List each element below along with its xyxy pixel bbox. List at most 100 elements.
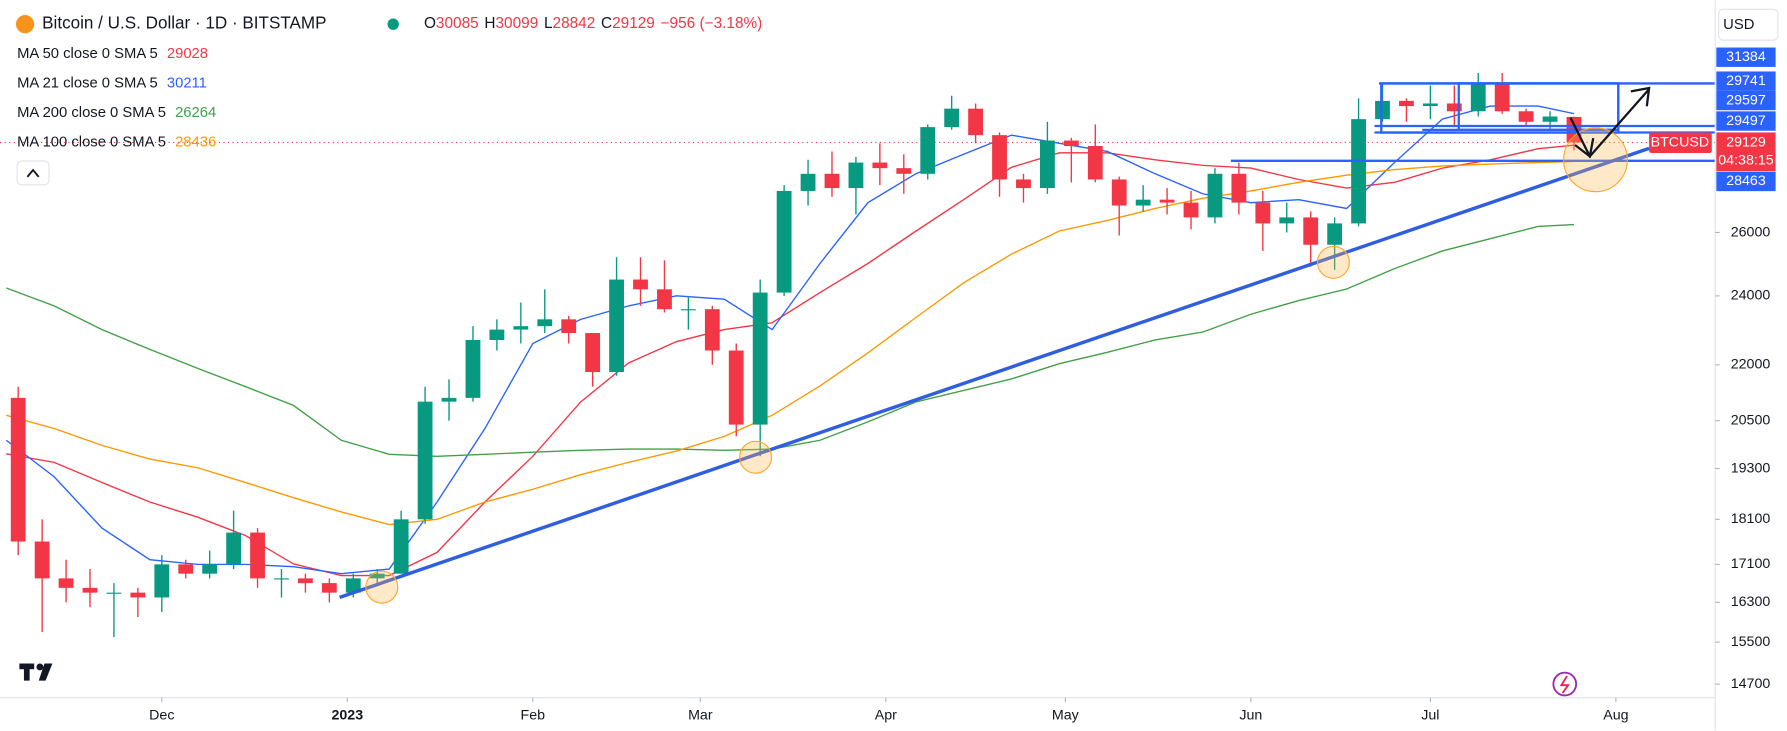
candle-body	[1016, 179, 1031, 189]
highlight-circle	[1563, 127, 1629, 193]
y-tick-label: 16300	[1731, 594, 1771, 610]
market-status	[387, 18, 399, 30]
candle-body	[1375, 100, 1390, 120]
candle-body	[704, 309, 720, 351]
candle-body	[1422, 103, 1438, 107]
candle-body	[465, 339, 481, 398]
candle-body	[680, 309, 696, 311]
candle-body	[298, 578, 313, 584]
currency-button[interactable]	[1718, 8, 1779, 41]
candle-body	[1231, 173, 1247, 203]
candle-body	[369, 573, 385, 579]
candle-body	[1351, 119, 1366, 224]
candle-body	[1111, 179, 1127, 206]
candle-body	[58, 578, 74, 588]
candle-body	[202, 564, 218, 574]
candle-body	[393, 519, 409, 574]
candle-body	[1518, 111, 1534, 122]
candle-body	[513, 326, 529, 330]
legend-name: MA 200 close 0 SMA 5	[17, 105, 166, 121]
arrow-head	[1574, 137, 1595, 159]
candle-body	[1255, 202, 1271, 224]
candle-body	[800, 173, 816, 191]
legend-value: 29028	[167, 46, 208, 62]
candle-body	[1159, 199, 1175, 203]
current-price-bg	[1716, 132, 1776, 172]
x-tick-label: May	[1052, 708, 1080, 724]
collapse-button[interactable]	[16, 160, 50, 186]
ma-line	[5, 105, 1575, 575]
candle-body	[1039, 140, 1055, 189]
candle-body	[992, 135, 1007, 180]
lightning-bolt[interactable]	[1559, 675, 1570, 694]
current-price-label: 29129	[1726, 134, 1766, 150]
collapse-icon[interactable]	[26, 168, 40, 178]
candle-body	[944, 108, 960, 128]
ohlc-value: 29129	[612, 15, 655, 32]
ohlc-prefix: H	[484, 15, 495, 32]
candle-body	[10, 397, 26, 542]
candle-body	[537, 319, 553, 327]
candle-body	[752, 292, 768, 425]
price-label: 28463	[1726, 173, 1766, 189]
x-tick-label: Jun	[1239, 708, 1262, 724]
candle-body	[82, 587, 98, 593]
candle-body	[657, 289, 672, 310]
logo-part	[38, 663, 53, 681]
legend-name: MA 21 close 0 SMA 5	[17, 75, 158, 91]
legend-name: MA 50 close 0 SMA 5	[17, 46, 158, 62]
candle-body	[585, 333, 601, 373]
candle-body	[1470, 83, 1486, 112]
range-box	[1457, 82, 1620, 132]
candle-body	[1327, 223, 1343, 245]
ohlc-readout: O30085 H30099 L28842 C29129 −956 (−3.18%)	[424, 15, 762, 32]
candle-body	[896, 168, 912, 174]
candle-body	[250, 532, 265, 579]
candle-body	[633, 279, 648, 290]
candle-body	[1542, 116, 1558, 122]
currency-label[interactable]: USD	[1723, 17, 1754, 33]
price-label: 29597	[1726, 92, 1766, 108]
candle-body	[728, 350, 744, 425]
y-tick-label: 18100	[1731, 511, 1771, 527]
legend-value: 28436	[175, 135, 216, 151]
candle-body	[1087, 146, 1103, 180]
candle-body	[1207, 173, 1223, 218]
y-tick-label: 22000	[1731, 357, 1771, 373]
candle-body	[609, 279, 624, 373]
ma-line	[6, 144, 1575, 577]
countdown: 04:38:15	[1718, 153, 1773, 169]
x-tick-label: Dec	[149, 708, 174, 724]
x-tick-label: Mar	[688, 708, 713, 724]
lightning-icon[interactable]	[1552, 671, 1578, 697]
logo-part	[36, 663, 44, 671]
legend: MA 50 close 0 SMA 5 29028 MA 21 close 0 SM…	[17, 46, 216, 151]
legend-name: MA 100 close 0 SMA 5	[17, 135, 166, 151]
y-tick-label: 20500	[1731, 412, 1771, 428]
price-label: 29741	[1726, 73, 1766, 89]
candle-body	[920, 127, 936, 174]
tv-logo	[19, 663, 53, 681]
symbol-tag-bg	[1649, 132, 1712, 153]
price-label-bg	[1716, 171, 1776, 192]
x-tick-label: Jul	[1421, 708, 1439, 724]
candle-body	[34, 541, 50, 579]
candle-body	[345, 578, 361, 593]
y-tick-label: 24000	[1731, 288, 1771, 304]
y-tick-label: 19300	[1731, 460, 1771, 476]
ohlc-change: −956 (−3.18%)	[661, 15, 763, 32]
highlight-circle	[365, 570, 399, 604]
candle-body	[1303, 217, 1319, 245]
y-tick-label: 17100	[1731, 556, 1771, 572]
candle-body	[1399, 100, 1414, 107]
candle-body	[1279, 217, 1295, 224]
candle-body	[441, 397, 457, 402]
candle-body	[561, 319, 577, 334]
ohlc-value: 30099	[495, 15, 538, 32]
candle-body	[321, 583, 337, 593]
candle-body	[226, 532, 242, 565]
candle-body	[154, 564, 170, 598]
legend-entry: MA 100 close 0 SMA 5 28436	[17, 135, 216, 151]
